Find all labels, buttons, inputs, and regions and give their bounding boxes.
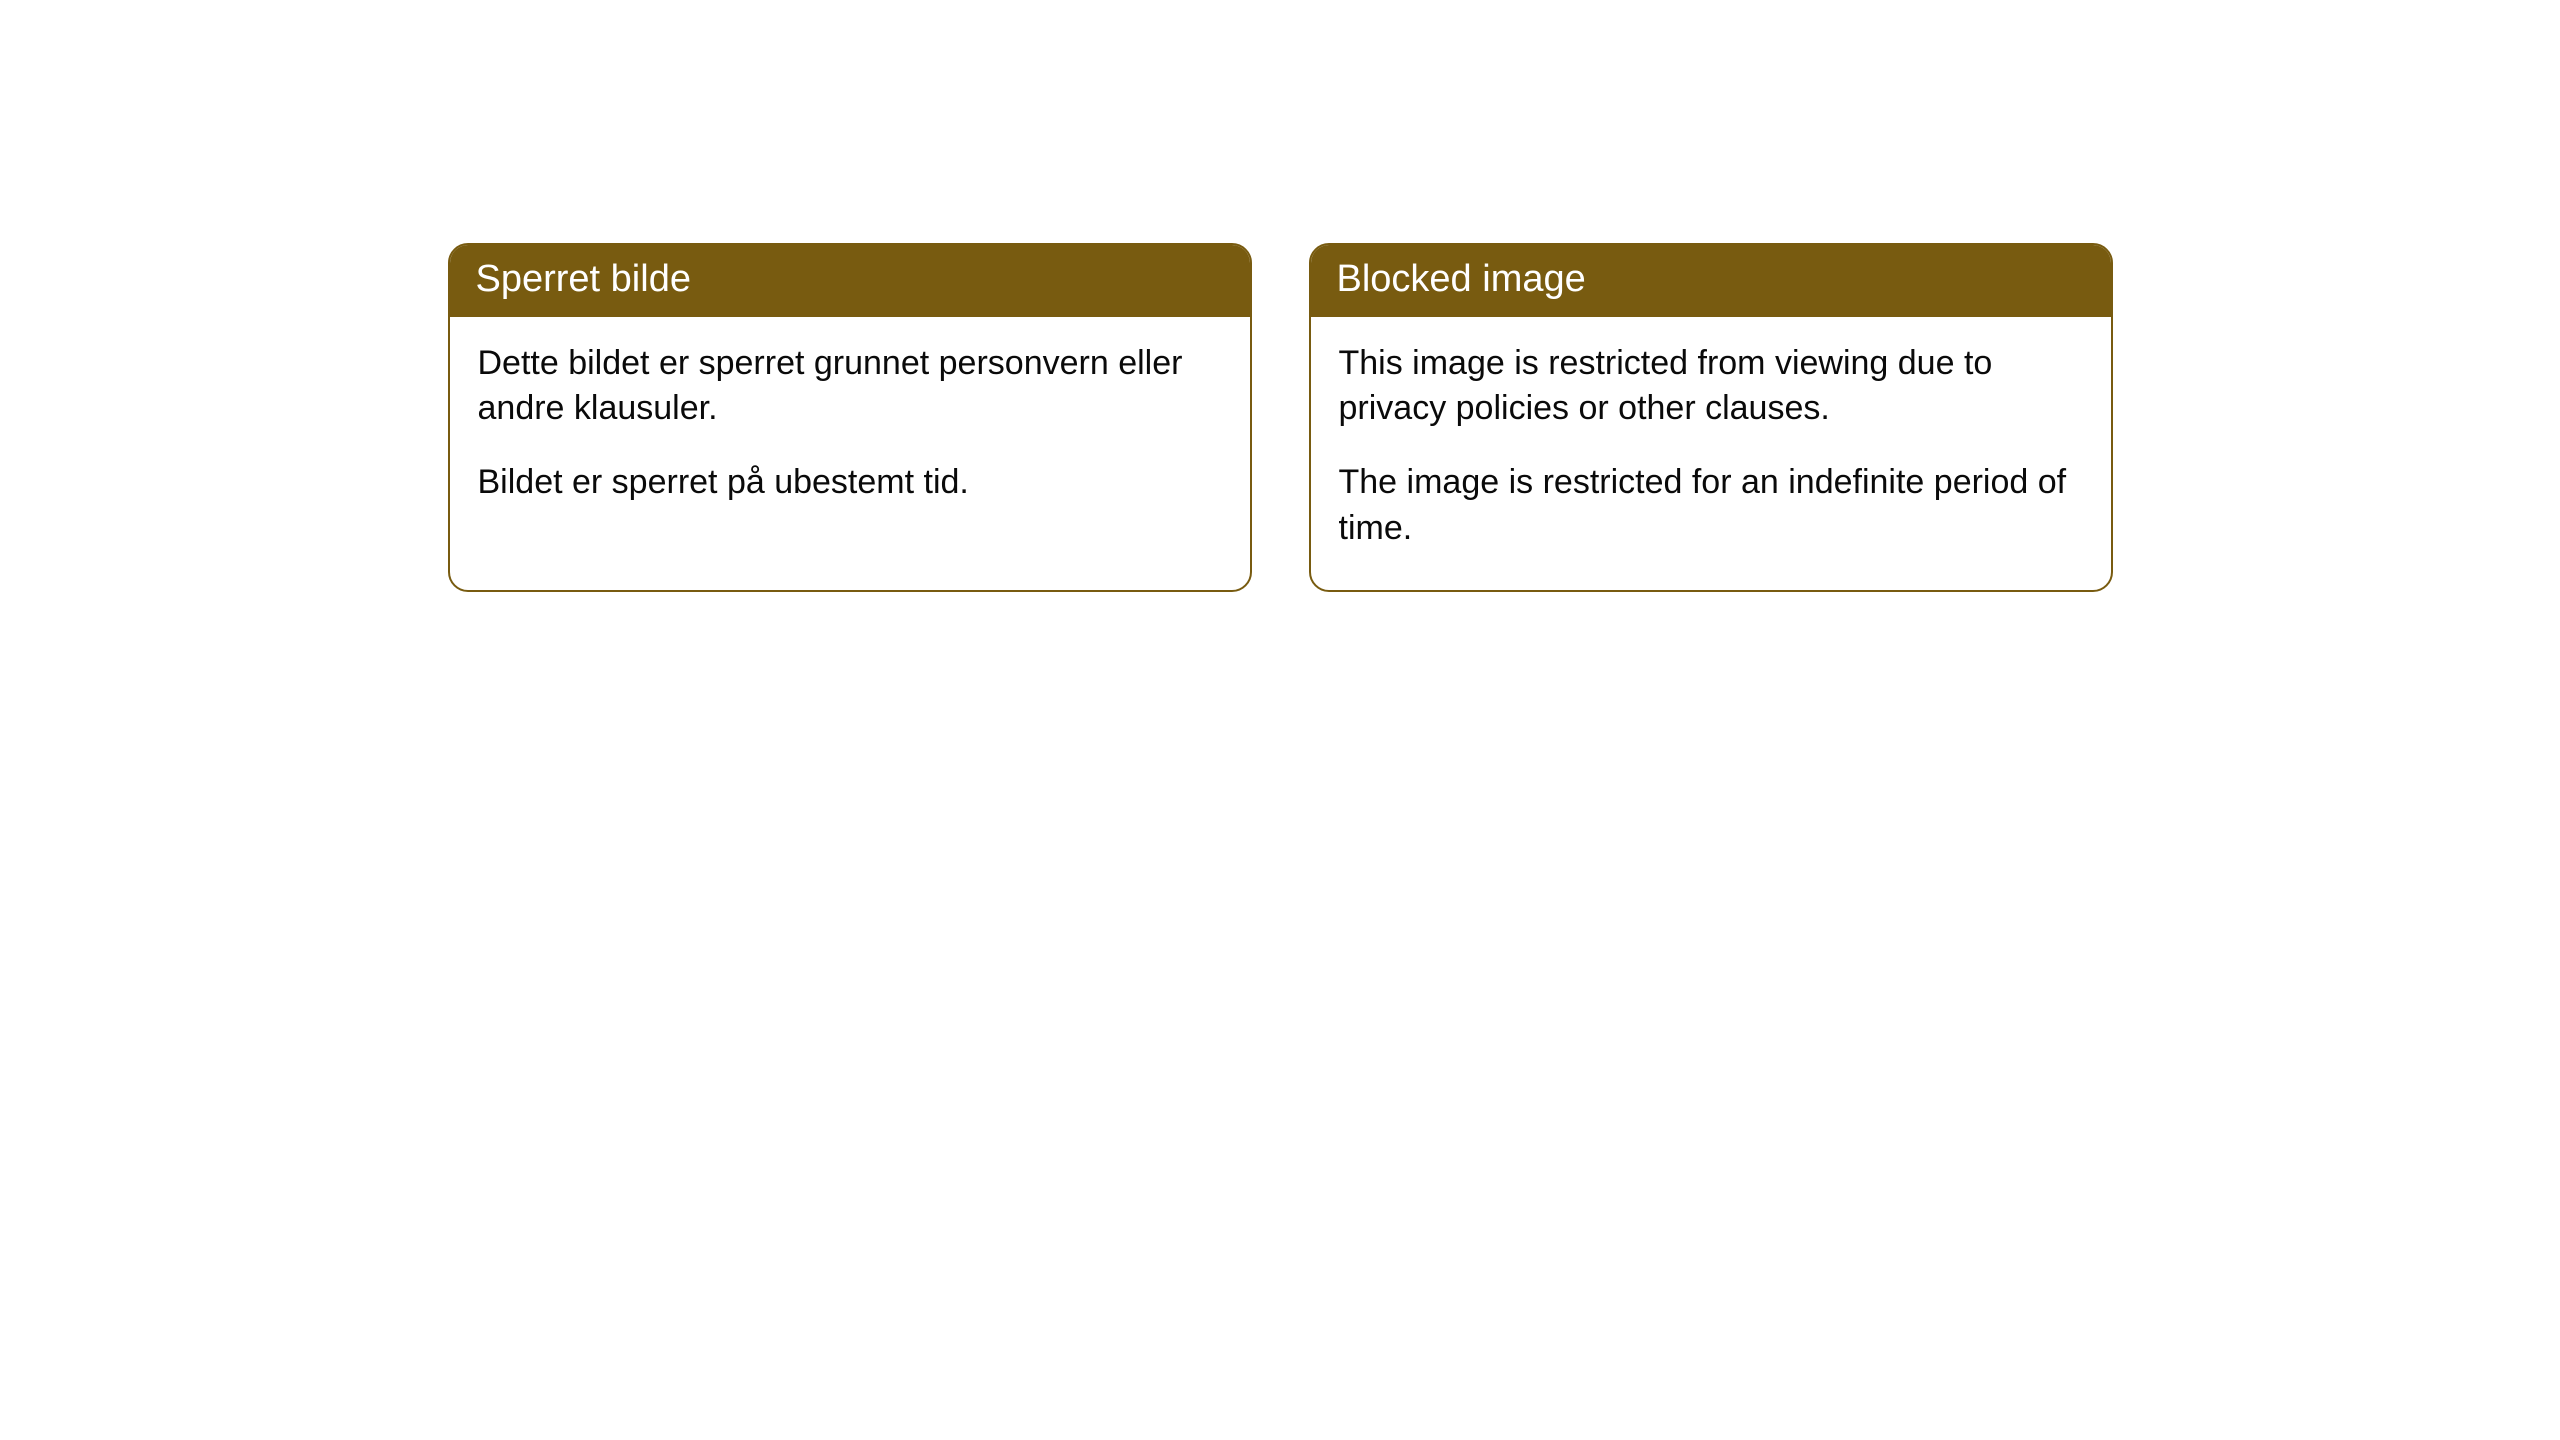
card-title-english: Blocked image — [1311, 245, 2111, 317]
notice-card-english: Blocked image This image is restricted f… — [1309, 243, 2113, 592]
notice-text-paragraph: Dette bildet er sperret grunnet personve… — [478, 341, 1222, 433]
card-body-norwegian: Dette bildet er sperret grunnet personve… — [450, 317, 1250, 545]
notice-text-paragraph: Bildet er sperret på ubestemt tid. — [478, 460, 1222, 506]
card-title-norwegian: Sperret bilde — [450, 245, 1250, 317]
notice-text-paragraph: The image is restricted for an indefinit… — [1339, 460, 2083, 552]
notice-text-paragraph: This image is restricted from viewing du… — [1339, 341, 2083, 433]
notice-cards-row: Sperret bilde Dette bildet er sperret gr… — [448, 243, 2113, 592]
notice-card-norwegian: Sperret bilde Dette bildet er sperret gr… — [448, 243, 1252, 592]
card-body-english: This image is restricted from viewing du… — [1311, 317, 2111, 591]
